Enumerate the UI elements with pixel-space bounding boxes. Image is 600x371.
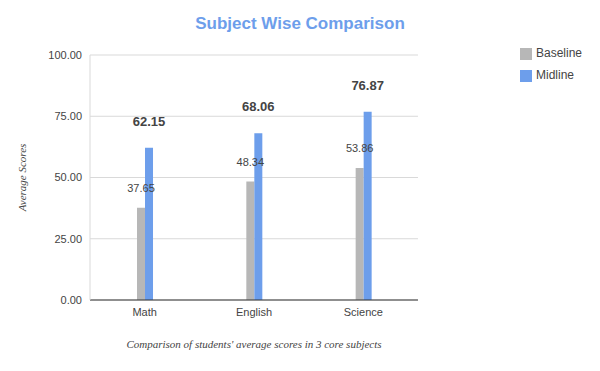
svg-text:75.00: 75.00 [54,110,82,122]
html-text:Midline: Midline [536,68,574,82]
svg-text:Average Scores: Average Scores [16,144,28,213]
html-text:Subject Wise Comparison: Subject Wise Comparison [195,14,405,33]
svg-text:English: English [236,306,272,318]
svg-text:100.00: 100.00 [48,49,82,61]
svg-text:50.00: 50.00 [54,171,82,183]
svg-text:62.15: 62.15 [133,114,166,129]
svg-text:Science: Science [344,306,383,318]
svg-text:Math: Math [132,306,156,318]
html-text:Baseline: Baseline [536,46,582,60]
svg-text:Comparison of students' averag: Comparison of students' average scores i… [126,338,381,350]
svg-text:53.86: 53.86 [346,142,374,154]
svg-text:68.06: 68.06 [242,99,275,114]
svg-text:76.87: 76.87 [351,78,384,93]
svg-text:48.34: 48.34 [237,156,265,168]
svg-text:0.00: 0.00 [61,294,82,306]
svg-text:37.65: 37.65 [127,182,155,194]
svg-text:25.00: 25.00 [54,233,82,245]
